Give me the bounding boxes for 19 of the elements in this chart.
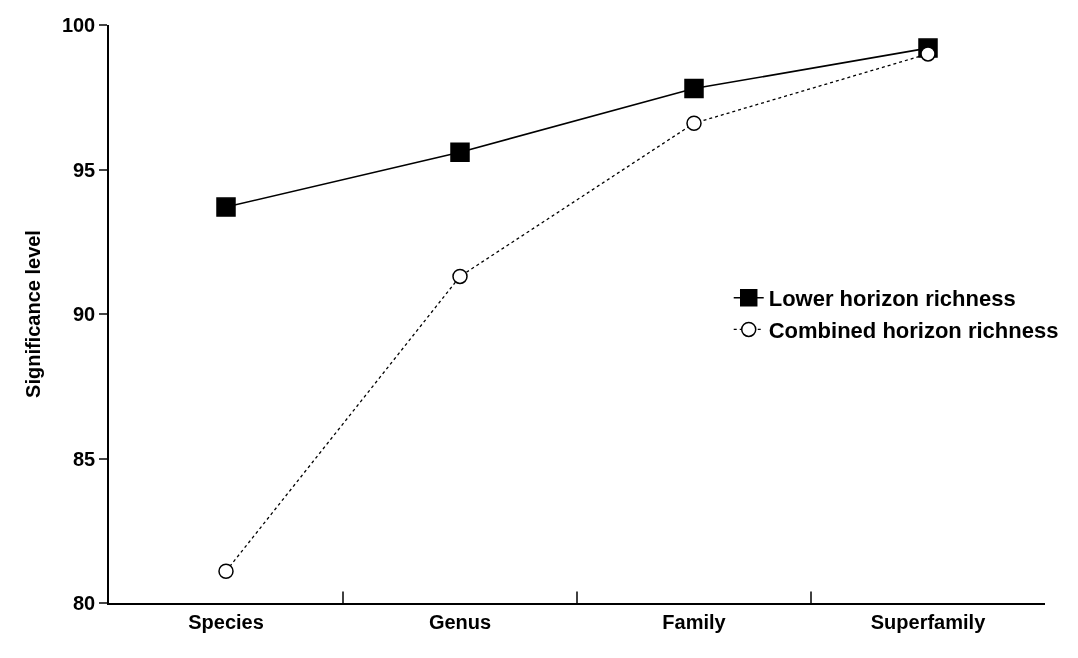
y-axis-title: Significance level: [21, 230, 44, 398]
point: [686, 115, 702, 131]
y-tick-label: 80: [73, 592, 96, 614]
point: [920, 46, 936, 62]
legend-label: Lower horizon richness: [768, 286, 1016, 312]
x-tick-label: Superfamily: [870, 610, 987, 633]
y-tick-label: 90: [73, 303, 96, 325]
point: [450, 142, 470, 162]
legend-label: Combined horizon richness: [768, 317, 1059, 343]
y-tick-label: 100: [61, 14, 96, 36]
x-tick-label: Species: [188, 610, 264, 633]
point: [216, 197, 236, 217]
y-tick-label: 85: [73, 447, 96, 470]
point: [684, 78, 704, 99]
x-tick-label: Genus: [428, 610, 492, 633]
y-tick-label: 95: [73, 158, 96, 181]
x-tick-label: Family: [662, 610, 727, 633]
point: [218, 563, 234, 579]
point: [452, 268, 468, 285]
